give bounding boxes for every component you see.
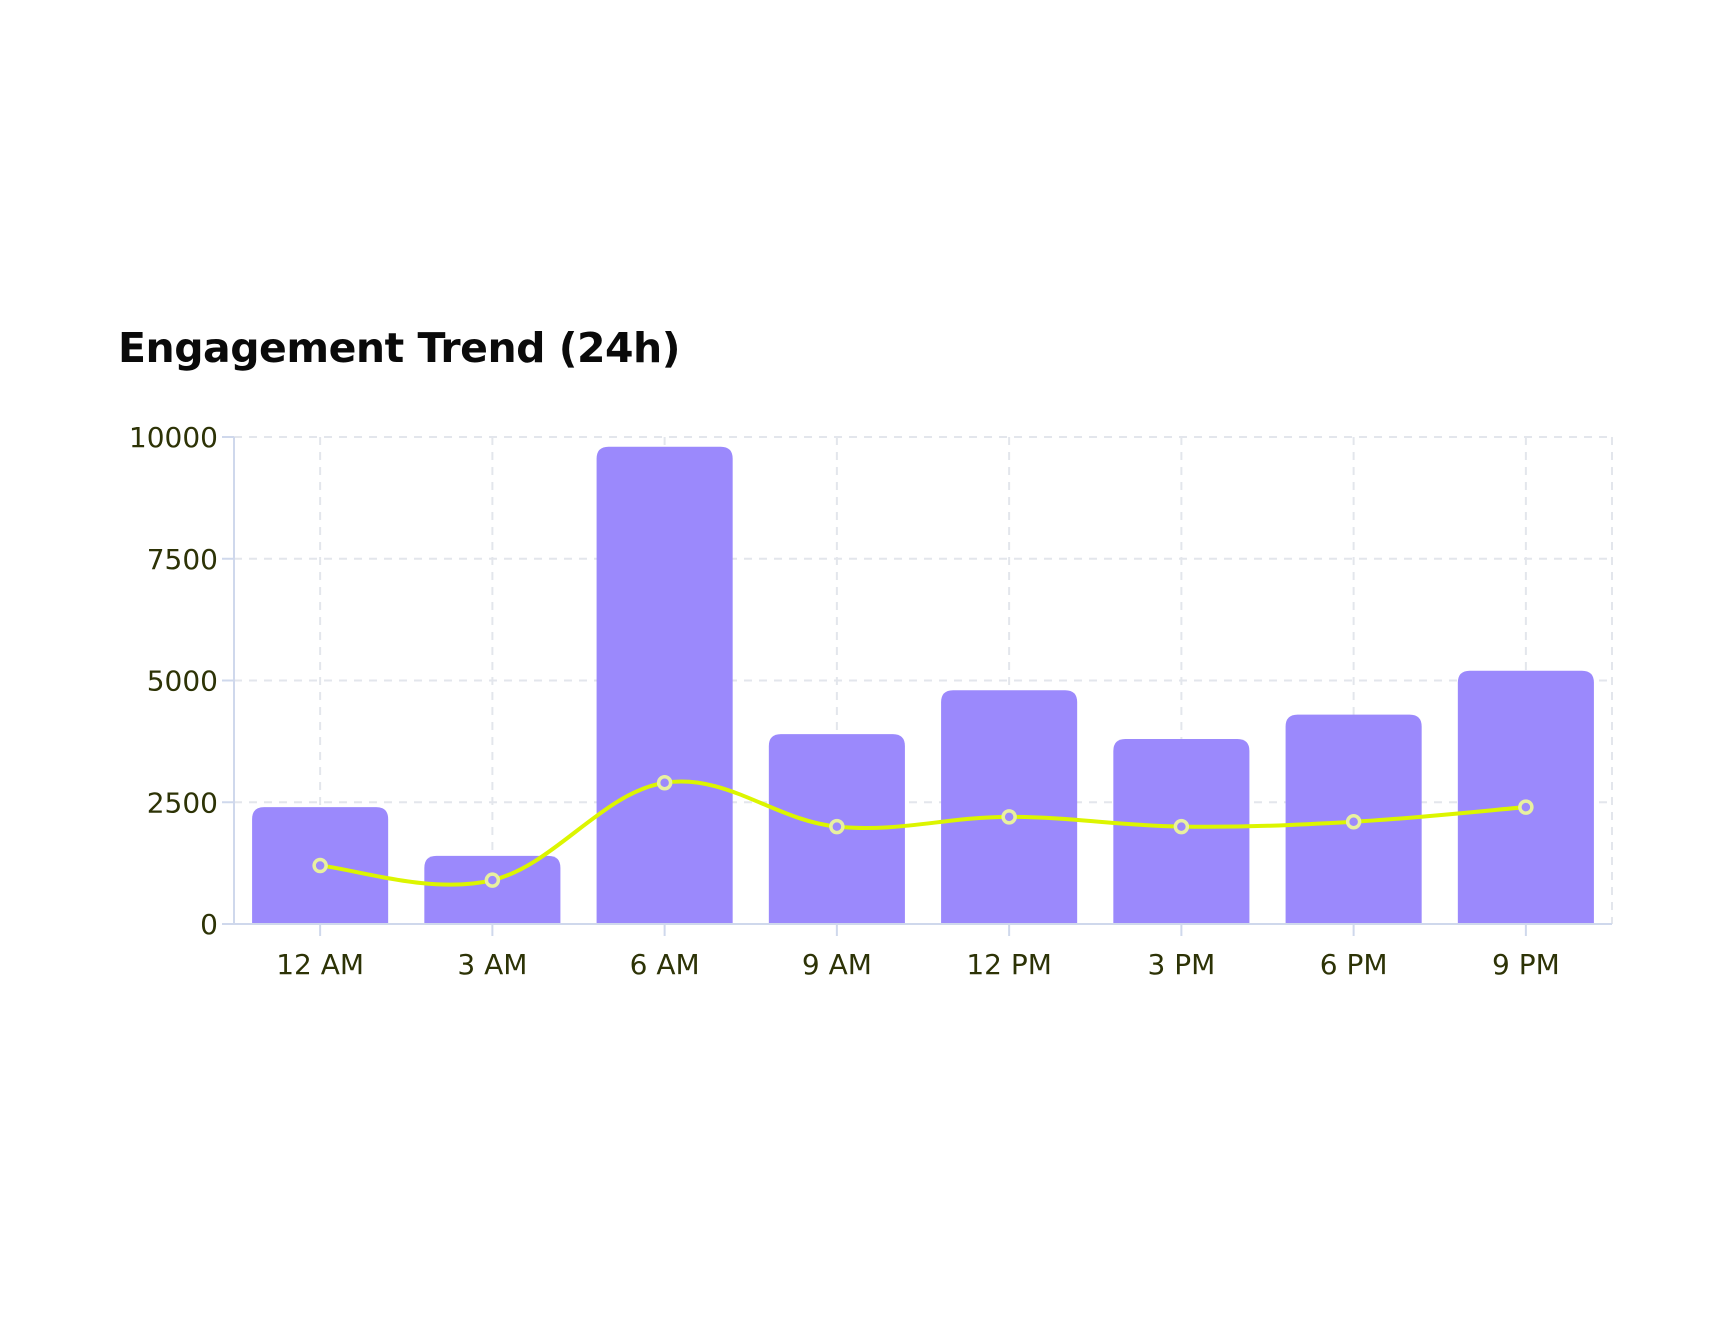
y-tick-label: 5000 — [147, 665, 218, 698]
line-point-12-pm — [1001, 809, 1017, 825]
line-path — [319, 779, 1527, 887]
x-tick-label: 9 PM — [1492, 948, 1560, 981]
bar-6-am — [596, 446, 733, 924]
line-point-9-am — [829, 818, 845, 835]
line-point-3-am — [484, 872, 501, 888]
line-series — [312, 775, 1534, 888]
x-tick-labels: 12 AM 3 AM 6 AM 9 AM 12 PM 3 PM 6 PM 9 PM — [276, 948, 1560, 981]
y-tick-label: 10000 — [129, 421, 218, 454]
axes — [222, 436, 1612, 936]
y-tick-label: 0 — [200, 908, 218, 941]
bar-9-pm — [1457, 670, 1594, 924]
x-tick-label: 3 AM — [457, 948, 527, 981]
y-tick-label: 7500 — [147, 543, 218, 576]
line-point-9-pm — [1518, 799, 1534, 815]
bar-3-am — [424, 855, 561, 924]
line-point-6-pm — [1345, 813, 1362, 830]
x-tick-label: 6 PM — [1320, 948, 1388, 981]
y-tick-label: 2500 — [147, 786, 218, 819]
x-tick-label: 3 PM — [1147, 948, 1215, 981]
x-tick-label: 9 AM — [802, 948, 872, 981]
bar-12-pm — [941, 690, 1078, 924]
y-tick-labels: 0 2500 5000 7500 10000 — [129, 421, 218, 941]
line-point-3-pm — [1173, 818, 1190, 835]
line-point-12-am — [312, 857, 328, 874]
x-tick-label: 6 AM — [630, 948, 700, 981]
x-tick-label: 12 PM — [966, 948, 1052, 981]
bar-series — [252, 446, 1594, 924]
x-tick-label: 12 AM — [276, 948, 364, 981]
chart-title: Engagement Trend (24h) — [118, 324, 680, 372]
line-point-6-am — [656, 775, 673, 791]
